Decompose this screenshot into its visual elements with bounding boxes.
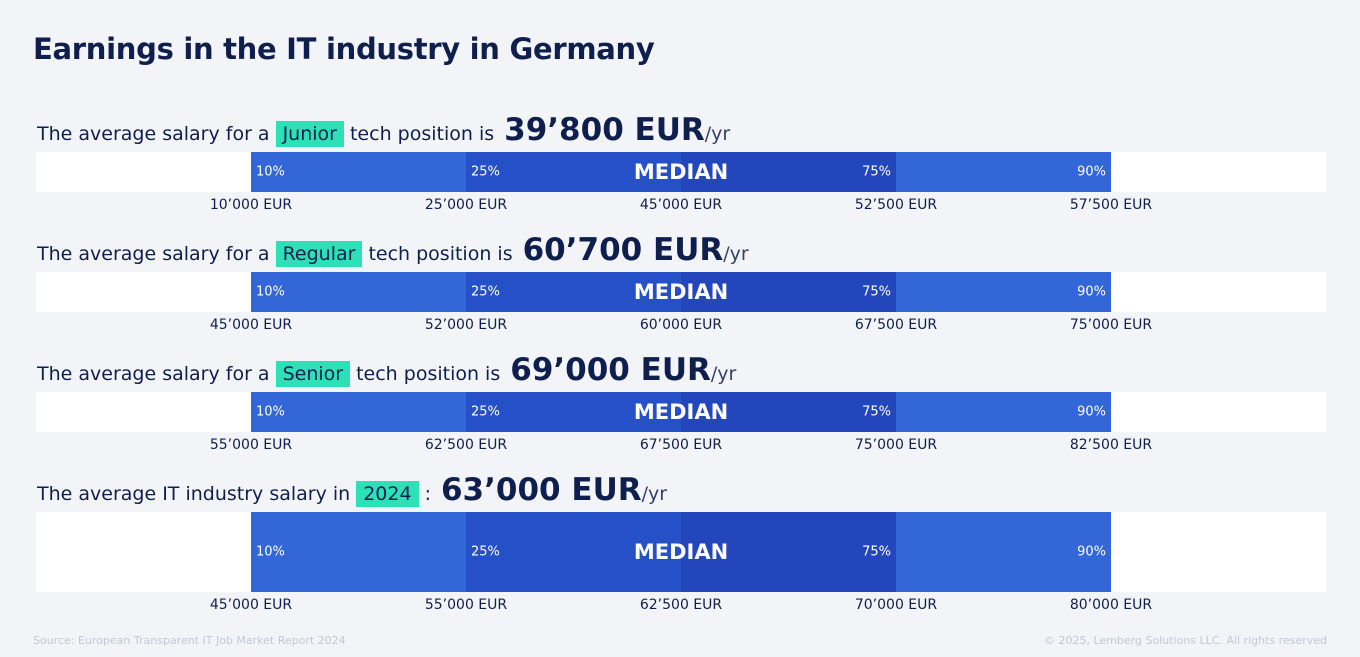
band-label: MEDIAN [633, 160, 729, 184]
salary-amount: 69’000 EUR [510, 352, 711, 388]
band-label: MEDIAN [633, 540, 729, 564]
band-segment [681, 392, 896, 432]
salary-value: 70’000 EUR [854, 597, 938, 613]
band-segment [896, 272, 1111, 312]
heading-suffix: tech position is [368, 243, 513, 265]
salary-value: 80’000 EUR [1069, 597, 1153, 613]
salary-unit: /yr [710, 363, 737, 385]
heading-prefix: The average salary for a [37, 243, 270, 265]
salary-value: 52’000 EUR [424, 317, 508, 333]
band-label: 25% [471, 164, 500, 180]
salary-value: 45’000 EUR [209, 317, 293, 333]
salary-value: 67’500 EUR [854, 317, 938, 333]
band-label: 90% [1077, 544, 1106, 560]
band-label: 10% [256, 404, 285, 420]
salary-band: 10% 25% MEDIAN 75% 90% [36, 392, 1326, 432]
heading-prefix: The average salary for a [37, 363, 270, 385]
salary-value: 45’000 EUR [639, 197, 723, 213]
band-label: 10% [256, 284, 285, 300]
heading-highlight: 2024 [356, 481, 419, 507]
band-label: 25% [471, 284, 500, 300]
band-segment [681, 272, 896, 312]
title: Earnings in the IT industry in Germany [33, 32, 655, 66]
heading-prefix: The average IT industry salary in [37, 483, 351, 505]
salary-value: 55’000 EUR [424, 597, 508, 613]
salary-value: 82’500 EUR [1069, 437, 1153, 453]
salary-amount: 39’800 EUR [504, 112, 705, 148]
heading-suffix: tech position is [356, 363, 501, 385]
salary-value: 10’000 EUR [209, 197, 293, 213]
heading-highlight: Senior [275, 361, 351, 387]
band-segment [896, 152, 1111, 192]
salary-band: 10% 25% MEDIAN 75% 90% [36, 512, 1326, 592]
band-label: 75% [862, 164, 891, 180]
salary-value: 75’000 EUR [854, 437, 938, 453]
section-heading: The average salary for a Junior tech posit… [37, 112, 730, 148]
band-segment [466, 272, 681, 312]
salary-value: 60’000 EUR [639, 317, 723, 333]
band-label: MEDIAN [633, 400, 729, 424]
section-heading: The average salary for a Regular tech posi… [37, 232, 749, 268]
salary-value: 75’000 EUR [1069, 317, 1153, 333]
band-segment [681, 512, 896, 592]
band-segment [466, 512, 681, 592]
salary-value: 62’500 EUR [424, 437, 508, 453]
heading-suffix: tech position is [349, 123, 495, 145]
salary-band: 10% 25% MEDIAN 75% 90% [36, 152, 1326, 192]
salary-unit: /yr [723, 243, 749, 265]
salary-value: 25’000 EUR [424, 197, 508, 213]
band-label: MEDIAN [633, 280, 729, 304]
band-segment [896, 512, 1111, 592]
band-segment [251, 272, 466, 312]
salary-band: 10% 25% MEDIAN 75% 90% [36, 272, 1326, 312]
source: Source: European Transparent IT Job Mark… [33, 634, 346, 647]
section-heading: The average IT industry salary in 2024:63… [37, 472, 667, 508]
band-segment [681, 152, 896, 192]
band-segment [466, 392, 681, 432]
band-label: 25% [471, 544, 500, 560]
band-label: 90% [1077, 164, 1106, 180]
salary-unit: /yr [704, 123, 731, 145]
salary-value: 62’500 EUR [639, 597, 723, 613]
salary-value: 67’500 EUR [639, 437, 723, 453]
heading-highlight: Junior [275, 121, 344, 147]
band-label: 10% [256, 164, 285, 180]
band-label: 90% [1077, 404, 1106, 420]
band-label: 90% [1077, 284, 1106, 300]
salary-value: 45’000 EUR [209, 597, 293, 613]
band-label: 10% [256, 544, 285, 560]
heading-highlight: Regular [275, 241, 363, 267]
section-heading: The average salary for a Senior tech posit… [37, 352, 736, 388]
salary-value: 55’000 EUR [209, 437, 293, 453]
band-label: 25% [471, 404, 500, 420]
salary-value: 57’500 EUR [1069, 197, 1153, 213]
salary-amount: 60’700 EUR [522, 232, 724, 268]
band-segment [896, 392, 1111, 432]
band-segment [251, 392, 466, 432]
band-label: 75% [862, 284, 891, 300]
band-label: 75% [862, 544, 891, 560]
heading-prefix: The average salary for a [37, 123, 270, 145]
copyright: © 2025, Lemberg Solutions LLC. All right… [1044, 634, 1327, 647]
salary-value: 52’500 EUR [854, 197, 938, 213]
band-segment [251, 152, 466, 192]
band-label: 75% [862, 404, 891, 420]
band-segment [466, 152, 681, 192]
salary-unit: /yr [641, 483, 668, 505]
heading-suffix: : [424, 483, 431, 505]
salary-amount: 63’000 EUR [440, 472, 642, 508]
band-segment [251, 512, 466, 592]
